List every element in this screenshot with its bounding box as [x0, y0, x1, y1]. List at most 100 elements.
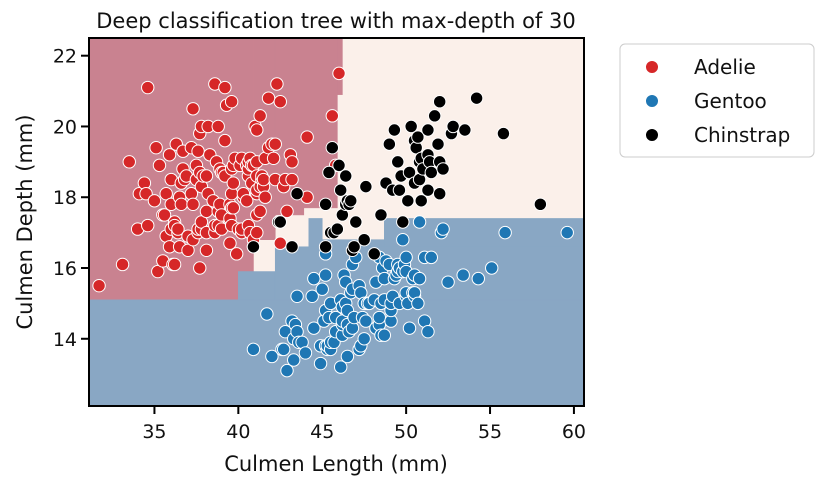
gentoo-point: [377, 328, 392, 342]
chinstrap-point: [246, 240, 261, 254]
adelie-region: [303, 38, 338, 209]
adelie-point: [147, 194, 162, 208]
adelie-point: [174, 197, 188, 212]
gentoo-point: [340, 349, 355, 364]
gentoo-point: [246, 342, 261, 357]
gentoo-point: [436, 222, 450, 236]
gentoo-point: [421, 324, 435, 339]
gentoo-point: [471, 271, 485, 286]
chinstrap-legend-marker: [645, 128, 659, 142]
adelie-point: [115, 257, 130, 272]
gentoo-point: [372, 310, 386, 325]
gentoo-point: [412, 215, 427, 229]
chinstrap-point: [273, 215, 287, 229]
adelie-point: [92, 278, 106, 293]
chinstrap-point: [332, 158, 346, 173]
gentoo-point: [313, 356, 328, 371]
chinstrap-point: [446, 119, 460, 134]
adelie-point: [223, 236, 237, 250]
adelie-point: [285, 155, 299, 169]
gentoo-point: [298, 346, 313, 360]
gentoo-region: [308, 218, 323, 248]
adelie-point: [199, 204, 214, 219]
gentoo-point: [357, 332, 371, 346]
adelie-point: [268, 137, 282, 151]
chinstrap-point: [374, 208, 388, 222]
x-tick-label: 55: [478, 421, 502, 443]
adelie-point: [270, 77, 284, 91]
gentoo-point: [307, 321, 321, 335]
adelie-point: [261, 91, 276, 105]
y-tick-label: 14: [53, 329, 77, 351]
chinstrap-point: [414, 194, 428, 208]
adelie-point: [332, 66, 346, 81]
adelie-point: [167, 257, 182, 272]
gentoo-point: [318, 268, 333, 282]
gentoo-point: [456, 268, 470, 282]
y-tick-label: 20: [53, 116, 77, 138]
legend-frame: [619, 43, 815, 158]
y-axis-label: Culmen Depth (mm): [13, 114, 37, 329]
chinstrap-point: [401, 194, 415, 208]
gentoo-point: [307, 271, 321, 286]
chinstrap-point: [424, 165, 439, 180]
chinstrap-point: [421, 123, 435, 137]
chinstrap-point: [318, 197, 333, 212]
x-axis: 35 40 45 50 55 60: [142, 406, 586, 443]
gentoo-point: [315, 282, 329, 296]
adelie-point: [186, 197, 200, 212]
adelie-point: [199, 243, 214, 258]
adelie-point: [218, 80, 232, 95]
gentoo-point: [402, 321, 417, 335]
gentoo-legend-marker: [645, 94, 659, 108]
adelie-point: [149, 140, 163, 155]
chinstrap-point: [469, 91, 484, 105]
adelie-point: [256, 172, 271, 187]
chinstrap-point: [325, 140, 340, 155]
adelie-point: [224, 94, 239, 109]
chart-title: Deep classification tree with max-depth …: [96, 9, 575, 33]
adelie-point: [162, 148, 177, 162]
x-tick-label: 60: [562, 421, 586, 443]
chinstrap-point: [318, 240, 333, 254]
chinstrap-legend-label: Chinstrap: [694, 123, 790, 147]
x-tick-label: 45: [310, 421, 334, 443]
chinstrap-point: [496, 126, 511, 141]
adelie-point: [191, 144, 205, 158]
adelie-point: [226, 201, 241, 215]
gentoo-point: [305, 289, 319, 304]
gentoo-point: [498, 225, 512, 240]
chinstrap-point: [344, 194, 358, 208]
gentoo-point: [359, 314, 373, 328]
adelie-legend-label: Adelie: [694, 55, 756, 79]
adelie-point: [250, 225, 264, 240]
gentoo-point: [333, 360, 348, 374]
chinstrap-point: [359, 179, 373, 194]
chinstrap-point: [290, 186, 304, 201]
chinstrap-point: [432, 186, 447, 201]
chinstrap-point: [533, 197, 548, 212]
adelie-point: [152, 158, 167, 173]
adelie-point: [325, 109, 340, 123]
chinstrap-point: [367, 247, 381, 261]
x-tick-label: 50: [394, 421, 418, 443]
gentoo-point: [280, 363, 294, 378]
chinstrap-point: [396, 215, 410, 229]
chinstrap-point: [330, 222, 345, 236]
adelie-point: [258, 190, 272, 204]
chinstrap-point: [349, 215, 363, 229]
chinstrap-point: [333, 183, 348, 197]
chinstrap-point: [285, 240, 299, 254]
chinstrap-point: [347, 240, 361, 254]
adelie-point: [240, 194, 254, 208]
gentoo-point: [485, 261, 499, 275]
chinstrap-point: [382, 137, 397, 151]
gentoo-point: [287, 353, 301, 367]
gentoo-point: [276, 342, 291, 357]
adelie-point: [280, 204, 294, 219]
adelie-point: [171, 222, 185, 236]
legend: Adelie Gentoo Chinstrap: [619, 43, 815, 158]
chinstrap-point: [357, 232, 371, 247]
y-tick-label: 16: [53, 258, 77, 280]
